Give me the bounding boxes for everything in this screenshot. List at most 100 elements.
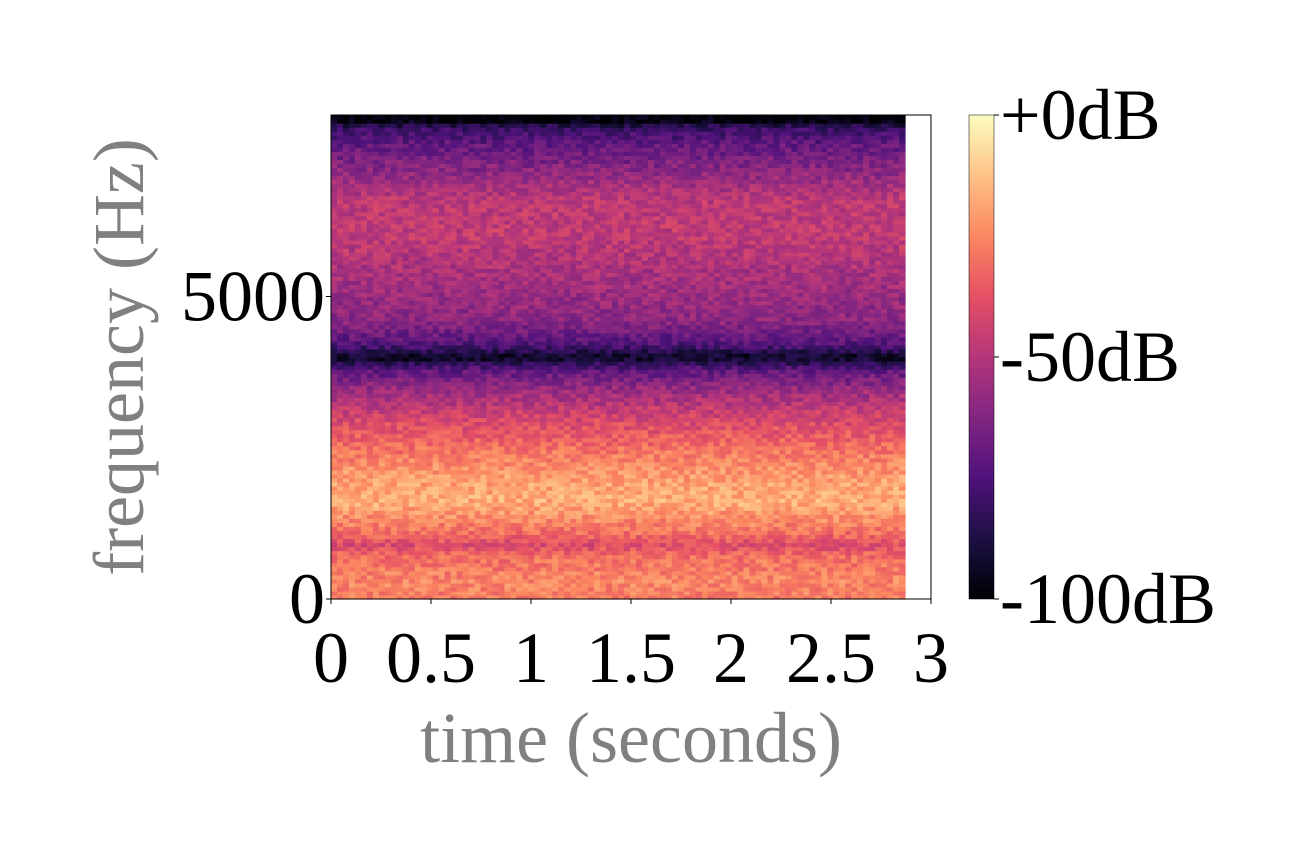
heatmap-cell xyxy=(486,441,494,447)
heatmap-cell xyxy=(623,586,631,592)
heatmap-cell xyxy=(462,582,470,588)
heatmap-cell xyxy=(402,413,410,419)
heatmap-cell xyxy=(540,389,547,394)
heatmap-cell xyxy=(342,478,350,483)
heatmap-cell xyxy=(582,473,589,479)
heatmap-cell xyxy=(360,397,368,402)
heatmap-cell xyxy=(396,421,404,427)
heatmap-cell xyxy=(695,421,703,427)
heatmap-cell xyxy=(797,461,804,467)
heatmap-cell xyxy=(797,530,804,536)
heatmap-cell xyxy=(863,562,870,568)
heatmap-cell xyxy=(725,590,733,596)
heatmap-cell xyxy=(797,478,804,483)
heatmap-cell xyxy=(522,482,529,487)
heatmap-cell xyxy=(378,473,386,479)
heatmap-cell xyxy=(528,546,535,552)
heatmap-cell xyxy=(671,486,679,491)
heatmap-cell xyxy=(540,562,547,568)
heatmap-cell xyxy=(438,586,446,592)
heatmap-cell xyxy=(390,437,398,443)
heatmap-cell xyxy=(498,494,505,499)
heatmap-cell xyxy=(498,510,505,515)
heatmap-cell xyxy=(899,542,906,548)
heatmap-cell xyxy=(629,445,637,451)
heatmap-cell xyxy=(468,473,476,479)
heatmap-cell xyxy=(839,437,846,443)
heatmap-cell xyxy=(833,538,840,544)
heatmap-cell xyxy=(504,457,511,463)
heatmap-cell xyxy=(851,465,858,471)
heatmap-cell xyxy=(360,429,368,435)
heatmap-cell xyxy=(432,522,440,527)
heatmap-cell xyxy=(857,441,864,447)
heatmap-cell xyxy=(791,433,798,439)
heatmap-cell xyxy=(671,554,679,560)
heatmap-cell xyxy=(474,490,482,495)
heatmap-cell xyxy=(683,490,691,495)
heatmap-cell xyxy=(773,469,781,475)
heatmap-cell xyxy=(462,401,470,406)
heatmap-cell xyxy=(390,582,398,588)
heatmap-cell xyxy=(414,546,422,552)
heatmap-cell xyxy=(737,562,745,568)
heatmap-cell xyxy=(893,433,900,439)
heatmap-cell xyxy=(719,413,727,419)
heatmap-cell xyxy=(600,570,607,576)
heatmap-cell xyxy=(791,542,798,548)
heatmap-cell xyxy=(486,590,494,596)
heatmap-cell xyxy=(767,590,775,596)
heatmap-cell xyxy=(851,401,858,406)
heatmap-cell xyxy=(689,538,697,544)
heatmap-cell xyxy=(402,389,410,394)
heatmap-cell xyxy=(719,554,727,560)
heatmap-cell xyxy=(456,594,464,600)
heatmap-cell xyxy=(683,590,691,596)
heatmap-cell xyxy=(731,586,739,592)
heatmap-cell xyxy=(331,461,338,467)
heatmap-cell xyxy=(462,437,470,443)
heatmap-cell xyxy=(707,486,715,491)
heatmap-cell xyxy=(348,397,356,402)
heatmap-cell xyxy=(863,393,870,398)
heatmap-cell xyxy=(701,546,709,552)
heatmap-cell xyxy=(486,393,494,398)
heatmap-cell xyxy=(701,469,709,475)
heatmap-cell xyxy=(707,502,715,507)
heatmap-cell xyxy=(426,594,434,600)
heatmap-cell xyxy=(713,486,721,491)
heatmap-cell xyxy=(468,405,476,411)
heatmap-cell xyxy=(731,530,739,536)
heatmap-cell xyxy=(414,494,422,499)
heatmap-cell xyxy=(348,558,356,564)
heatmap-cell xyxy=(336,582,344,588)
heatmap-cell xyxy=(582,594,589,600)
heatmap-cell xyxy=(576,530,583,536)
heatmap-cell xyxy=(731,441,739,447)
heatmap-cell xyxy=(468,421,476,427)
heatmap-cell xyxy=(480,526,488,532)
heatmap-cell xyxy=(803,542,810,548)
heatmap-cell xyxy=(510,401,517,406)
heatmap-cell xyxy=(576,502,583,507)
heatmap-cell xyxy=(606,433,613,439)
heatmap-cell xyxy=(893,514,900,519)
heatmap-cell xyxy=(576,570,583,576)
heatmap-cell xyxy=(582,413,589,419)
heatmap-cell xyxy=(336,397,344,402)
heatmap-cell xyxy=(360,558,368,564)
heatmap-cell xyxy=(546,586,553,592)
heatmap-cell xyxy=(761,574,769,580)
heatmap-cell xyxy=(546,558,553,564)
heatmap-cell xyxy=(570,570,577,576)
heatmap-cell xyxy=(402,486,410,491)
heatmap-cell xyxy=(570,401,577,406)
heatmap-cell xyxy=(432,586,440,592)
heatmap-cell xyxy=(689,469,697,475)
heatmap-cell xyxy=(552,465,559,471)
heatmap-cell xyxy=(725,397,733,402)
heatmap-cell xyxy=(444,594,452,600)
heatmap-cell xyxy=(480,490,488,495)
heatmap-cell xyxy=(761,425,769,431)
heatmap-cell xyxy=(665,574,673,580)
